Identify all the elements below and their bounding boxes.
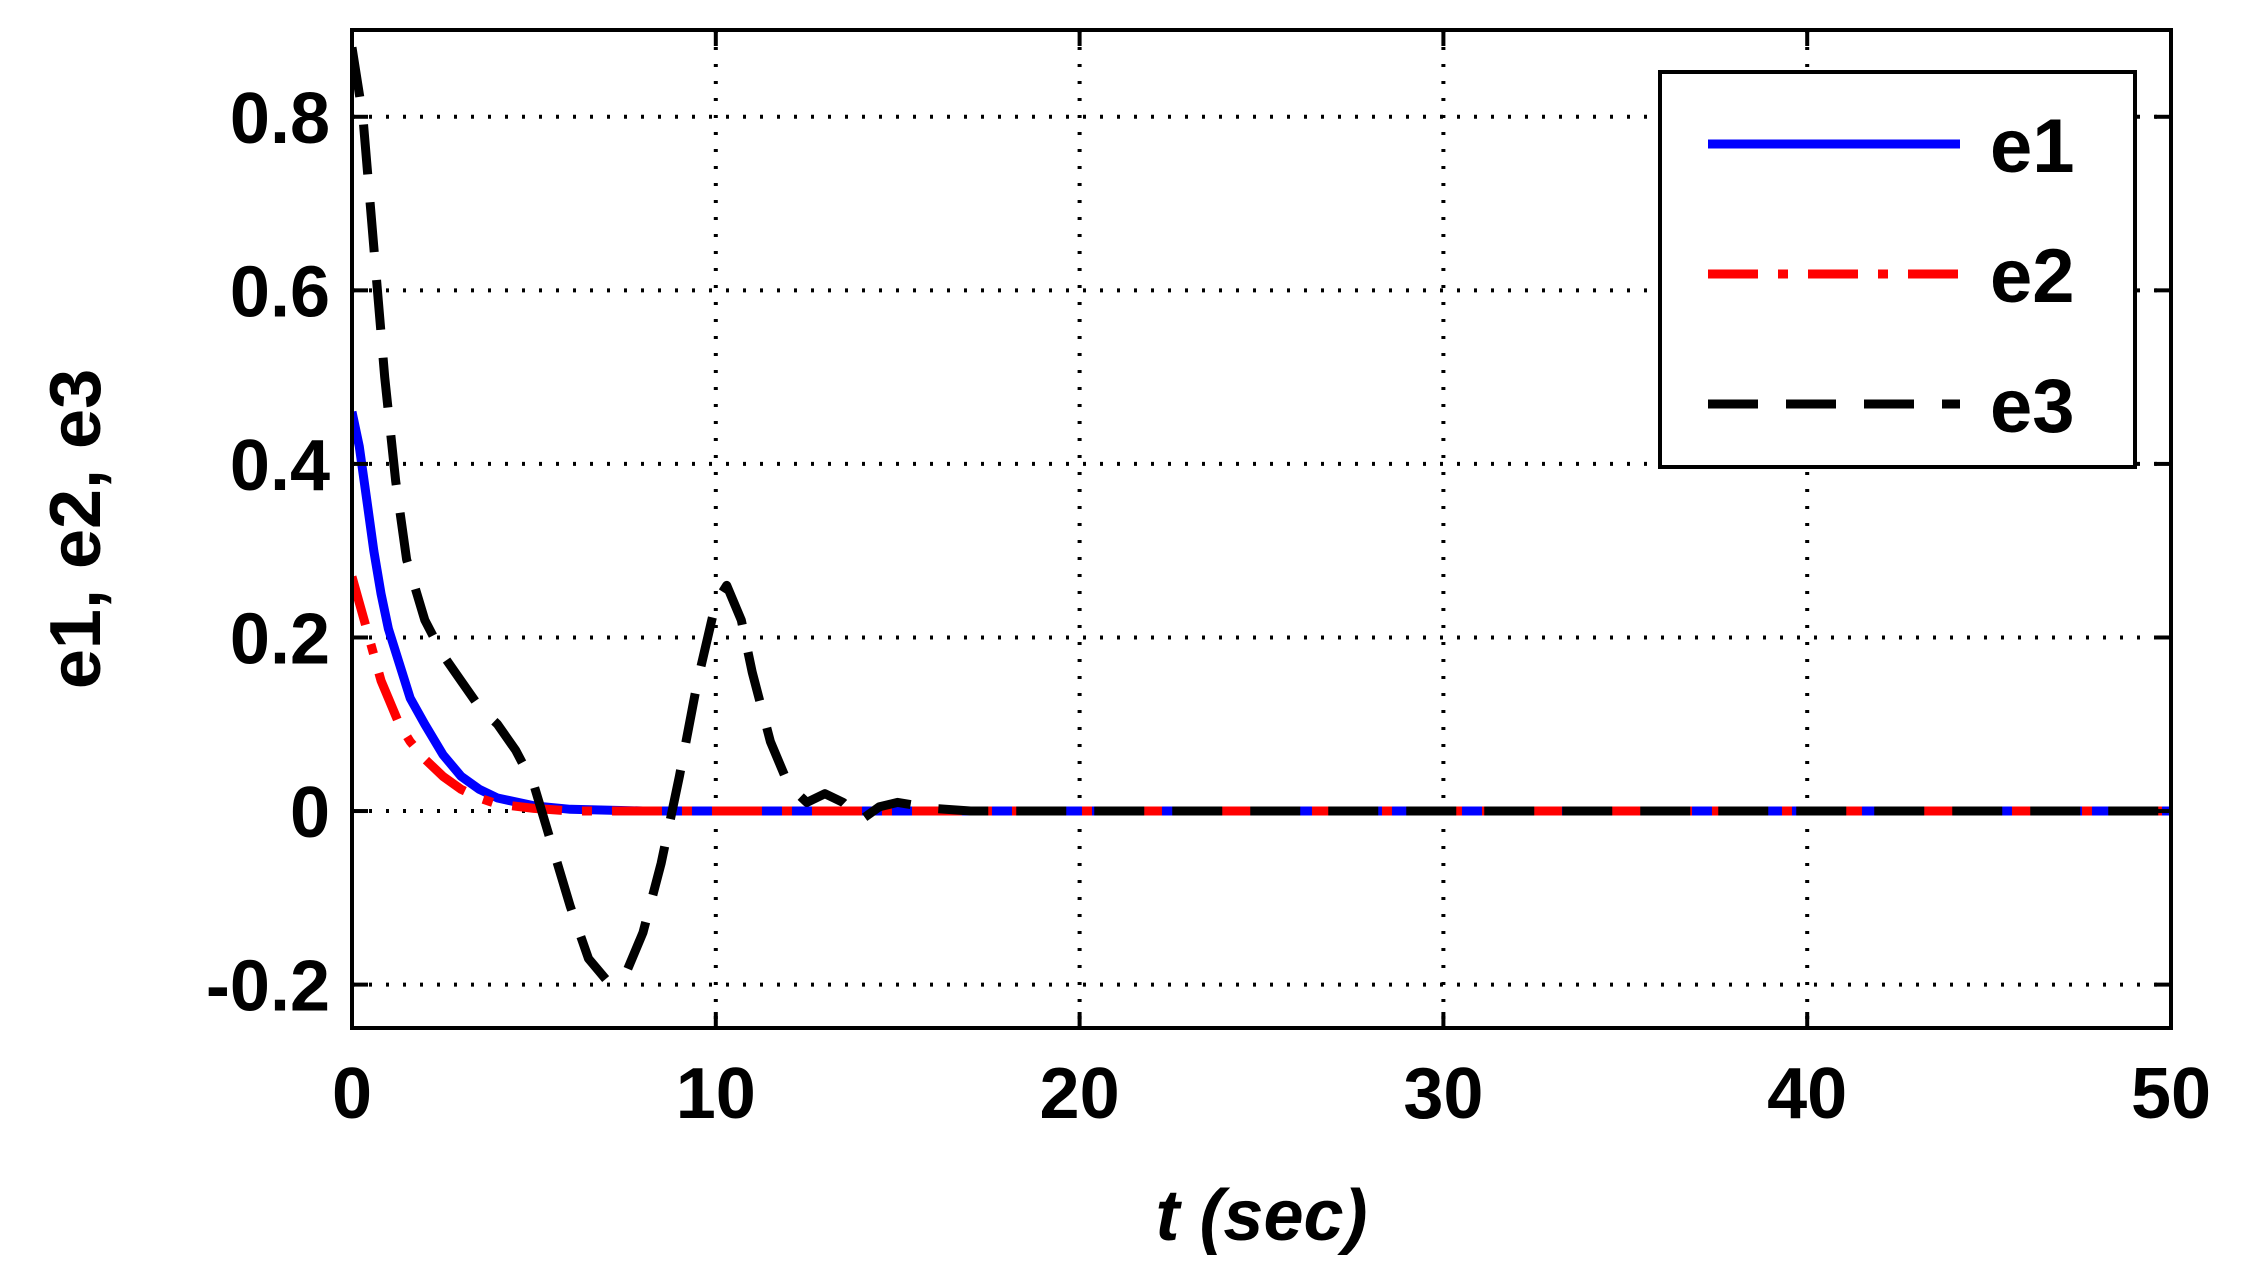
y-tick-label: 0 xyxy=(290,773,330,853)
x-axis-label-rest: (sec) xyxy=(1179,1176,1367,1256)
y-tick-label: -0.2 xyxy=(206,947,330,1027)
x-tick-label: 20 xyxy=(1040,1054,1120,1134)
series-line-e2 xyxy=(352,575,2171,816)
legend-label-e3: e3 xyxy=(1990,364,2075,449)
x-axis-label: t (sec) xyxy=(1155,1176,1367,1256)
x-tick-label: 0 xyxy=(332,1054,372,1134)
y-tick-label: 0.2 xyxy=(230,599,330,679)
ticks xyxy=(350,30,2173,1028)
tick-labels: 0 10 20 30 40 50-0.200.20.40.60.8 xyxy=(206,79,2211,1134)
x-tick-label: 30 xyxy=(1403,1054,1483,1134)
x-tick-label: 40 xyxy=(1767,1054,1847,1134)
y-axis-label: e1, e2, e3 xyxy=(36,369,116,689)
x-tick-label: 10 xyxy=(676,1054,756,1134)
series-line-e3 xyxy=(352,46,2171,985)
legend-label-e1: e1 xyxy=(1990,104,2075,189)
plot-frame xyxy=(350,28,2173,1030)
y-tick-label: 0.8 xyxy=(230,79,330,159)
x-axis-label-italic: t xyxy=(1155,1176,1182,1256)
legend-label-e2: e2 xyxy=(1990,234,2075,319)
y-tick-label: 0.4 xyxy=(230,426,330,506)
y-tick-label: 0.6 xyxy=(230,252,330,332)
plot-area xyxy=(352,46,2171,985)
x-tick-label: 50 xyxy=(2131,1054,2211,1134)
legend: e1 e2 e3 xyxy=(1658,70,2137,469)
